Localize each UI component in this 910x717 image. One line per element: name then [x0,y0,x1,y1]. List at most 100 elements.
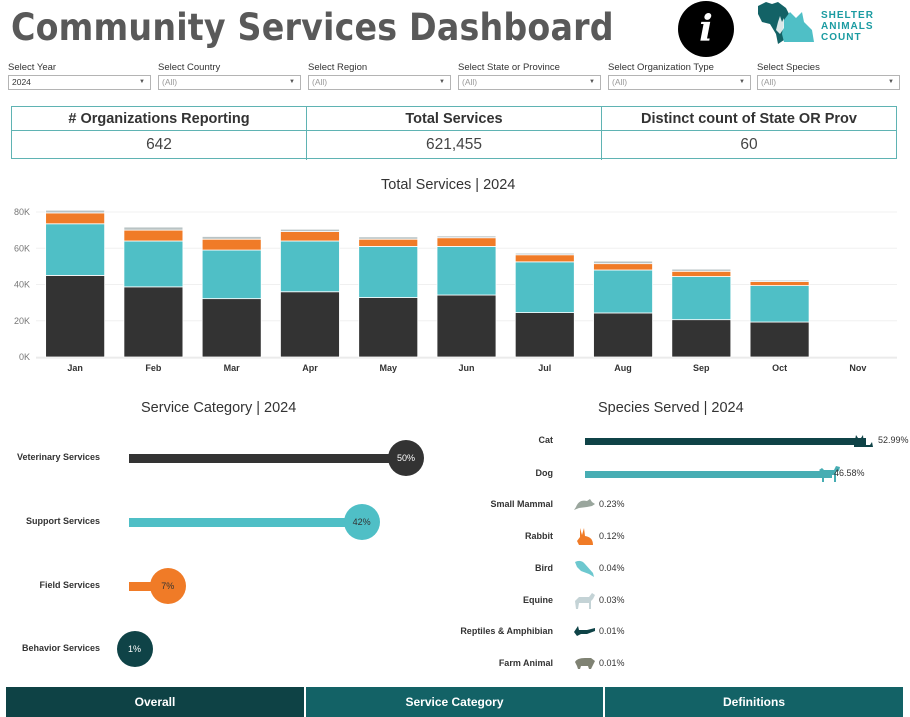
cat-icon [854,435,873,447]
bar-segment-behavior-services[interactable] [671,268,732,272]
bar-segment-field-services[interactable] [201,238,262,251]
nav-label: Overall [134,695,176,709]
service-category-value: 42% [352,517,371,527]
bar-segment-support-services[interactable] [749,285,810,323]
service-category-dot[interactable]: 1% [116,631,153,667]
bar-segment-behavior-services[interactable] [436,235,497,239]
mouse-icon [574,499,595,510]
species-select[interactable]: (All) ▼ [757,75,900,90]
x-tick-label: Jul [538,363,551,373]
x-tick-label: Jun [458,363,474,373]
bar-segment-behavior-services[interactable] [123,226,184,231]
service-category-dot[interactable]: 50% [388,440,424,476]
service-category-bar[interactable] [129,454,406,463]
bar-segment-veterinary-services[interactable] [514,312,575,358]
bar-segment-support-services[interactable] [280,240,340,293]
bar-segment-support-services[interactable] [514,261,575,313]
species-bar[interactable] [585,471,832,478]
nav-overall-button[interactable]: Overall [6,687,304,717]
service-category-dot[interactable]: 42% [343,504,380,540]
select-value: (All) [312,77,328,87]
info-icon[interactable]: i [678,1,734,57]
filter-org-type: Select Organization Type (All) ▼ [608,62,751,90]
bar-segment-veterinary-services[interactable] [671,319,732,358]
service-category-value: 1% [128,644,142,654]
state-select[interactable]: (All) ▼ [458,75,601,90]
pig-icon [575,658,595,669]
service-category-value: 7% [161,581,175,591]
bar-segment-field-services[interactable] [45,212,106,225]
total-services-chart: 0K 20K 40K 60K 80K Jan Feb Mar Apr May Jun Jul Aug Se… [14,207,897,373]
bar-segment-behavior-services[interactable] [593,260,653,265]
filter-state: Select State or Province (All) ▼ [458,62,601,90]
bar-segment-behavior-services[interactable] [280,228,340,232]
dropdown-arrow-icon: ▼ [888,79,894,85]
country-select[interactable]: (All) ▼ [158,75,301,90]
species-value: 0.04% [599,563,625,573]
bar-segment-field-services[interactable] [671,270,732,277]
service-category-bar[interactable] [129,518,362,527]
total-services-title: Total Services | 2024 [381,177,516,193]
service-category-bar[interactable] [129,582,168,591]
species-label: Farm Animal [498,658,553,668]
bar-segment-support-services[interactable] [436,246,497,296]
bar-segment-field-services[interactable] [358,238,419,247]
species-value: 52.99% [878,435,909,445]
bar-segment-veterinary-services[interactable] [593,312,653,358]
x-tick-label: Feb [145,363,162,373]
bar-segment-field-services[interactable] [593,263,653,271]
bar-segment-veterinary-services[interactable] [436,294,497,358]
dropdown-arrow-icon: ▼ [439,79,445,85]
bar-segment-veterinary-services[interactable] [358,297,419,358]
service-category-title: Service Category | 2024 [141,400,297,416]
nav-definitions-button[interactable]: Definitions [605,687,903,717]
nav-label: Definitions [723,695,785,709]
bar-segment-veterinary-services[interactable] [201,298,262,358]
bird-icon [575,560,594,577]
filter-country: Select Country (All) ▼ [158,62,301,90]
bar-segment-veterinary-services[interactable] [123,286,184,358]
bar-segment-support-services[interactable] [201,249,262,300]
region-select[interactable]: (All) ▼ [308,75,451,90]
bar-segment-support-services[interactable] [45,223,106,276]
service-category-dot[interactable]: 7% [149,568,186,604]
bar-segment-support-services[interactable] [593,269,653,314]
dropdown-arrow-icon: ▼ [739,79,745,85]
bar-segment-behavior-services[interactable] [749,279,810,283]
bar-segment-behavior-services[interactable] [45,209,106,214]
species-value: 0.12% [599,531,625,541]
species-label: Bird [535,563,553,573]
bar-segment-behavior-services[interactable] [514,252,575,256]
y-tick-label: 20K [14,316,30,326]
service-category-label: Support Services [25,516,100,526]
bar-segment-field-services[interactable] [749,281,810,286]
bar-segment-veterinary-services[interactable] [749,321,810,358]
bar-segment-veterinary-services[interactable] [45,275,106,358]
filter-species: Select Species (All) ▼ [757,62,900,90]
x-tick-label: May [379,363,397,373]
bar-segment-field-services[interactable] [123,229,184,242]
org-type-select[interactable]: (All) ▼ [608,75,751,90]
select-value: (All) [612,77,628,87]
bar-segment-support-services[interactable] [358,246,419,298]
species-label: Equine [522,595,553,605]
species-value: 0.01% [599,658,625,668]
shelter-animals-count-logo [758,2,814,44]
horse-icon [575,593,595,609]
bar-segment-support-services[interactable] [123,240,184,288]
year-select[interactable]: 2024 ▼ [8,75,151,90]
rabbit-icon [577,528,593,545]
bar-segment-support-services[interactable] [671,276,732,321]
species-served-title: Species Served | 2024 [598,400,744,416]
bar-segment-behavior-services[interactable] [358,236,419,240]
bar-segment-field-services[interactable] [436,237,497,247]
kpi-value: 621,455 [425,136,483,153]
species-bar[interactable] [585,438,866,445]
bar-segment-field-services[interactable] [280,231,340,242]
bar-segment-field-services[interactable] [514,254,575,263]
nav-service-category-button[interactable]: Service Category [306,687,603,717]
species-value: 0.03% [599,595,625,605]
bar-segment-veterinary-services[interactable] [280,291,340,358]
y-tick-label: 60K [14,243,30,253]
bar-segment-behavior-services[interactable] [201,236,262,240]
